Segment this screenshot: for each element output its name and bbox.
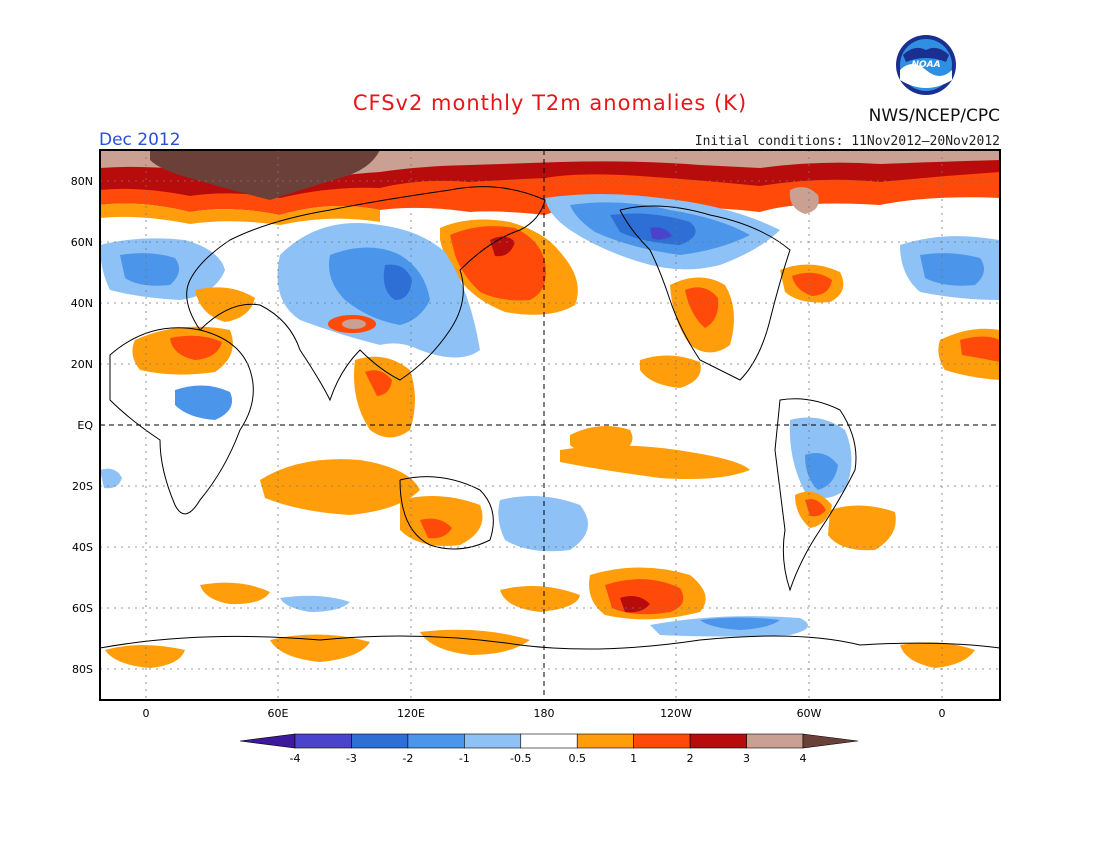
legend-swatch <box>294 733 352 749</box>
legend-swatch <box>689 733 747 749</box>
lon-tick-label: 120E <box>397 707 425 720</box>
lat-tick-label: 40S <box>72 541 93 554</box>
lon-tick-label: 120W <box>660 707 692 720</box>
legend-swatch <box>802 733 859 749</box>
lon-tick-label: 60W <box>797 707 822 720</box>
legend-swatch <box>351 733 409 749</box>
chart-title: CFSv2 monthly T2m anomalies (K) <box>353 91 747 115</box>
lat-tick-label: 60S <box>72 602 93 615</box>
lat-axis: 80N 60N 40N 20N EQ 20S 40S 60S 80S <box>71 175 94 676</box>
legend-tick-label: 2 <box>687 752 694 765</box>
legend-tick-label: 1 <box>630 752 637 765</box>
noaa-logo: NOAA <box>896 35 956 95</box>
month-label: Dec 2012 <box>99 130 181 150</box>
legend-tick-label: 0.5 <box>568 752 586 765</box>
map-frame <box>99 149 1001 701</box>
lat-tick-label: 80N <box>71 175 93 188</box>
lat-tick-label: 80S <box>72 663 93 676</box>
legend-tick-label: -0.5 <box>510 752 531 765</box>
agency-label: NWS/NCEP/CPC <box>869 106 1000 126</box>
anomaly-map <box>100 150 1000 700</box>
legend-tick-label: 4 <box>800 752 807 765</box>
legend-swatch <box>464 733 522 749</box>
lat-tick-label: 20S <box>72 480 93 493</box>
coastlines <box>100 186 1000 650</box>
initial-conditions-label: Initial conditions: 11Nov2012–20Nov2012 <box>695 134 1000 149</box>
lon-axis: 0 60E 120E 180 120W 60W 0 <box>143 707 946 720</box>
legend-swatch <box>520 733 578 749</box>
legend-swatch <box>633 733 691 749</box>
legend-tick-label: -4 <box>290 752 301 765</box>
lon-tick-label: 0 <box>939 707 946 720</box>
legend-tick-label: -3 <box>346 752 357 765</box>
lat-tick-label: 20N <box>71 358 93 371</box>
reference-lines <box>100 150 1000 700</box>
lat-tick-label: EQ <box>77 419 93 432</box>
legend-tick-label: 3 <box>743 752 750 765</box>
color-legend: -4 -3 -2 -1 -0.5 0.5 1 2 3 4 <box>239 733 859 765</box>
legend-swatch <box>746 733 804 749</box>
legend-swatch <box>239 733 296 749</box>
lat-tick-label: 60N <box>71 236 93 249</box>
lon-tick-label: 0 <box>143 707 150 720</box>
legend-tick-label: -2 <box>402 752 413 765</box>
legend-swatch <box>576 733 634 749</box>
legend-tick-label: -1 <box>459 752 470 765</box>
legend-swatch <box>407 733 465 749</box>
lon-tick-label: 180 <box>534 707 555 720</box>
noaa-logo-text: NOAA <box>911 60 940 70</box>
lon-tick-label: 60E <box>268 707 289 720</box>
lat-tick-label: 40N <box>71 297 93 310</box>
